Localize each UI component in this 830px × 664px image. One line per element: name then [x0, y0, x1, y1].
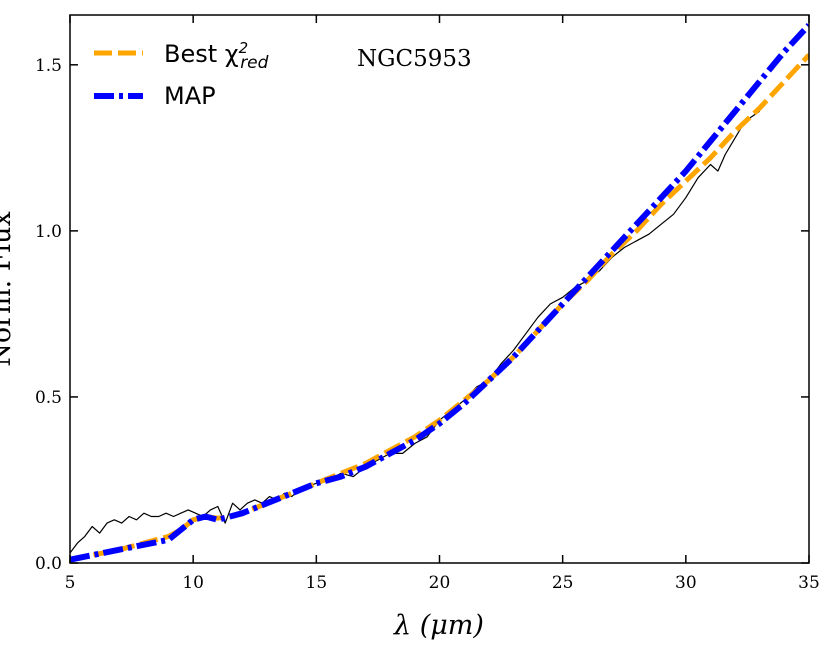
annotation-label: NGC5953 [357, 46, 472, 72]
y-tick-label-0.5: 0.5 [35, 388, 62, 408]
y-axis-title: Norm. Flux [0, 211, 17, 367]
x-axis-title: λ (μm) [393, 610, 484, 641]
x-tick-label-15: 15 [306, 573, 328, 593]
x-tick-label-20: 20 [429, 573, 451, 593]
series-line-best-red [70, 53, 809, 563]
series-line-observed-spectrum [70, 110, 761, 554]
series-line-map [70, 22, 809, 563]
y-tick-label-0: 0.0 [35, 554, 62, 574]
y-tick-label-1.5: 1.5 [35, 56, 62, 76]
series-layer [70, 22, 809, 563]
legend-best-chi2-label: Best χ2 red [164, 39, 269, 73]
legend-map-label: MAP [164, 82, 216, 110]
x-tick-label-30: 30 [675, 573, 697, 593]
ticks-layer: 5 10 15 20 25 30 35 0.0 0.5 1.0 1.5 [35, 15, 820, 593]
x-tick-label-5: 5 [65, 573, 76, 593]
x-tick-label-25: 25 [552, 573, 574, 593]
x-tick-label-35: 35 [798, 573, 820, 593]
y-tick-label-1: 1.0 [35, 222, 62, 242]
x-tick-label-10: 10 [182, 573, 204, 593]
legend: Best χ2 red MAP [94, 39, 269, 110]
